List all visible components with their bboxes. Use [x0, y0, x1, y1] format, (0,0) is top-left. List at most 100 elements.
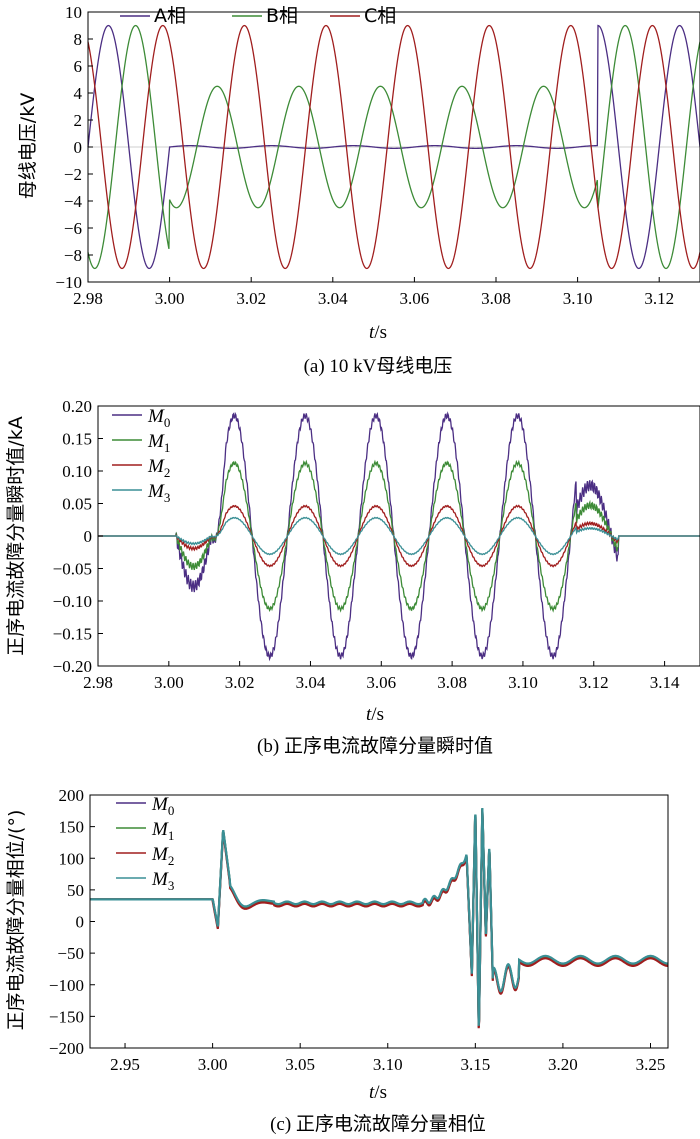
y-tick-label: 0 — [74, 138, 83, 157]
panel-a-xlabel: t/s — [369, 322, 387, 343]
x-tick-label: 3.10 — [563, 289, 593, 308]
series-line-M0 — [90, 809, 669, 1027]
y-tick-label: −10 — [55, 273, 82, 292]
x-tick-label: 3.00 — [198, 1055, 228, 1074]
y-tick-label: −2 — [64, 165, 82, 184]
y-tick-label: 150 — [59, 818, 85, 837]
series-line-C相 — [87, 24, 700, 270]
x-tick-label: 3.20 — [548, 1055, 578, 1074]
x-tick-label: 3.12 — [579, 673, 609, 692]
x-tick-label: 3.25 — [636, 1055, 666, 1074]
panel-b: 2.98 3.00 3.02 3.04 3.06 3.08 3.10 3.12 3.14 0.20… — [5, 397, 700, 757]
series-line-A相 — [87, 24, 700, 270]
x-tick-label: 3.04 — [318, 289, 348, 308]
legend-subscript: 3 — [168, 878, 175, 893]
panel-a-legend: A相 B相 C相 — [120, 5, 396, 27]
y-tick-label: −6 — [64, 219, 82, 238]
legend-subscript: 2 — [168, 853, 175, 868]
x-tick-label: 3.00 — [155, 289, 185, 308]
y-tick-label: 0.15 — [62, 430, 92, 449]
legend-label: M3 — [147, 481, 170, 505]
y-tick-label: 8 — [74, 30, 83, 49]
legend-subscript: 1 — [164, 440, 171, 455]
panel-a-axes: 2.98 3.00 3.02 3.04 3.06 3.08 3.10 3.12 10 8 6 4 2 0 −… — [55, 3, 700, 308]
y-tick-label: −0.20 — [53, 657, 92, 676]
legend-subscript: 3 — [164, 490, 171, 505]
legend-label: B相 — [266, 5, 298, 27]
x-tick-label: 3.08 — [437, 673, 467, 692]
legend-label: M1 — [151, 819, 174, 843]
panel-a-ylabel: 母线电压/kV — [17, 93, 39, 199]
panel-c: 2.95 3.00 3.05 3.10 3.15 3.20 3.25 200 150 100 50 0… — [5, 786, 669, 1135]
y-tick-label: −8 — [64, 246, 82, 265]
y-tick-label: 0.10 — [62, 462, 92, 481]
panel-a-series-group — [87, 24, 700, 270]
x-tick-label: 3.12 — [644, 289, 674, 308]
panel-c-xlabel: t/s — [369, 1082, 387, 1103]
panel-b-caption: (b) 正序电流故障分量瞬时值 — [257, 735, 493, 757]
x-tick-label: 2.98 — [73, 289, 103, 308]
series-line-M1 — [90, 808, 668, 1027]
x-tick-label: 3.06 — [366, 673, 396, 692]
y-tick-label: 6 — [74, 57, 83, 76]
panel-c-series-group — [90, 808, 669, 1029]
panel-a: 2.98 3.00 3.02 3.04 3.06 3.08 3.10 3.12 10 8 6 4 2 0 −… — [17, 3, 700, 377]
panel-b-ylabel: 正序电流故障分量瞬时值/kA — [5, 416, 27, 655]
y-tick-label: −50 — [57, 944, 84, 963]
x-tick-label: 3.08 — [481, 289, 511, 308]
legend-label: M0 — [151, 794, 174, 818]
series-line-M3 — [98, 516, 700, 556]
panel-c-caption: (c) 正序电流故障分量相位 — [270, 1113, 486, 1135]
panel-c-ylabel: 正序电流故障分量相位/(°) — [5, 810, 27, 1031]
x-tick-label: 3.02 — [236, 289, 266, 308]
legend-subscript: 0 — [164, 415, 171, 430]
y-tick-label: −0.10 — [53, 592, 92, 611]
x-tick-label: 3.04 — [296, 673, 326, 692]
x-tick-label: 2.95 — [110, 1055, 140, 1074]
legend-label: M2 — [151, 844, 174, 868]
legend-label: M2 — [147, 456, 170, 480]
x-tick-label: 3.02 — [225, 673, 255, 692]
y-tick-label: 0 — [84, 527, 93, 546]
x-tick-label: 3.05 — [285, 1055, 315, 1074]
panel-b-series-group — [98, 411, 700, 662]
series-line-M3 — [90, 808, 669, 1026]
legend-subscript: 1 — [168, 828, 175, 843]
legend-label: A相 — [154, 5, 186, 27]
legend-label: C相 — [364, 5, 396, 27]
y-tick-label: 2 — [74, 111, 83, 130]
panel-a-caption: (a) 10 kV母线电压 — [304, 355, 453, 377]
panel-c-axes: 2.95 3.00 3.05 3.10 3.15 3.20 3.25 200 150 100 50 0… — [49, 786, 669, 1074]
y-tick-label: 0 — [76, 913, 85, 932]
legend-label: M0 — [147, 406, 170, 430]
series-line-M0 — [98, 411, 700, 662]
y-tick-label: 50 — [67, 881, 84, 900]
panel-b-axes: 2.98 3.00 3.02 3.04 3.06 3.08 3.10 3.12 3.14 0.20… — [53, 397, 700, 692]
y-tick-label: −200 — [49, 1039, 84, 1058]
x-tick-label: 3.10 — [373, 1055, 403, 1074]
y-tick-label: −0.05 — [53, 560, 92, 579]
legend-label: M3 — [151, 869, 174, 893]
x-tick-label: 2.98 — [83, 673, 113, 692]
x-tick-label: 3.10 — [508, 673, 538, 692]
y-tick-label: −150 — [49, 1007, 84, 1026]
series-line-M1 — [98, 459, 700, 613]
x-tick-label: 3.15 — [460, 1055, 490, 1074]
panel-b-xlabel: t/s — [366, 704, 384, 725]
y-tick-label: 200 — [59, 786, 85, 805]
y-tick-label: 100 — [59, 849, 85, 868]
y-tick-label: 0.20 — [62, 397, 92, 416]
y-tick-label: 4 — [74, 84, 83, 103]
x-tick-label: 3.14 — [650, 673, 680, 692]
y-tick-label: 0.05 — [62, 495, 92, 514]
y-tick-label: −4 — [64, 192, 83, 211]
plot-frame — [89, 794, 669, 1049]
y-tick-label: 10 — [65, 3, 82, 22]
y-tick-label: −0.15 — [53, 625, 92, 644]
series-line-M2 — [98, 504, 700, 568]
x-tick-label: 3.06 — [400, 289, 430, 308]
y-tick-label: −100 — [49, 976, 84, 995]
series-line-M2 — [90, 810, 669, 1029]
